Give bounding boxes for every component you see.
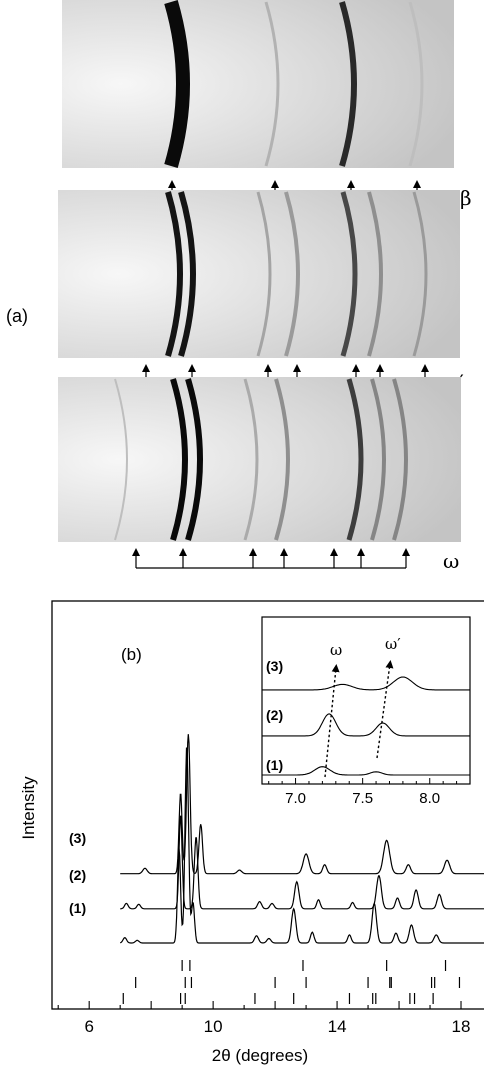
ring: [185, 378, 203, 541]
inset-series-label: (2): [266, 707, 283, 723]
inset-series-1-line: [262, 766, 470, 776]
ring: [340, 191, 358, 357]
x-axis: 6 10 14 18: [57, 1001, 471, 1036]
panel-b-label: (b): [121, 645, 142, 664]
ring: [370, 378, 386, 541]
series-group: (1) (2) (3): [69, 734, 484, 944]
series-label: (1): [69, 900, 86, 916]
ring: [412, 191, 428, 357]
panel-a: βω′ω: [58, 0, 472, 573]
inset-series-2-line: [262, 713, 470, 737]
series-3-line: [120, 734, 484, 875]
inset: (1) (2) (3) 7.0 7.5 8.0 ω ω′: [261, 616, 471, 807]
ring: [165, 191, 183, 357]
ring: [264, 1, 280, 167]
x-tick-label: 18: [452, 1017, 471, 1036]
series-label: (2): [69, 867, 86, 883]
omega-prime-arrow: [376, 660, 394, 759]
inset-frame: [261, 616, 471, 785]
ring: [164, 0, 190, 168]
phase-label: β: [460, 186, 472, 210]
panel-a-label: (a): [6, 306, 28, 326]
inset-x-tick-label: 8.0: [419, 790, 440, 807]
reflection-ticks: [122, 960, 461, 1004]
ring: [392, 378, 408, 541]
plot-frame: [51, 600, 484, 1010]
panel-b-chart: 6 10 14 18 (1) (2) (3) (b) 2θ (degrees) Inten…: [19, 600, 484, 1065]
diffraction-image-1: [62, 0, 454, 168]
ring: [284, 191, 300, 357]
ring: [256, 191, 272, 357]
phase-label: ω: [443, 549, 459, 573]
x-tick-label: 6: [84, 1017, 93, 1036]
ring: [274, 378, 290, 541]
inset-series-label: (3): [266, 658, 283, 674]
inset-series: (1) (2) (3) 7.0 7.5 8.0: [262, 658, 471, 807]
ring: [114, 378, 128, 541]
ring: [170, 378, 188, 541]
image-background: [58, 190, 460, 358]
x-tick-label: 10: [204, 1017, 223, 1036]
image-background: [62, 0, 454, 168]
image-background: [58, 377, 461, 542]
y-axis-label: Intensity: [19, 776, 38, 840]
ring: [339, 1, 357, 167]
ring: [178, 191, 196, 357]
x-tick-label: 14: [328, 1017, 347, 1036]
series-2-line: [120, 815, 484, 910]
diffraction-image-2: [58, 190, 460, 358]
series-1-line: [120, 747, 484, 944]
ring: [367, 191, 383, 357]
inset-x-tick-label: 7.0: [285, 790, 306, 807]
inset-x-tick-label: 7.5: [352, 790, 373, 807]
omega-arrow: [324, 664, 340, 778]
inset-annotation-omega-prime: ω′: [385, 635, 401, 653]
ring: [243, 378, 259, 541]
marker-row-3: [132, 548, 410, 569]
diffraction-image-3: [58, 377, 461, 542]
ring: [346, 378, 364, 541]
x-axis-label: 2θ (degrees): [212, 1046, 308, 1065]
inset-series-3-line: [262, 676, 470, 691]
ring: [408, 1, 424, 167]
inset-annotation-omega: ω: [330, 641, 342, 659]
inset-series-label: (1): [266, 757, 283, 773]
series-label: (3): [69, 830, 86, 846]
